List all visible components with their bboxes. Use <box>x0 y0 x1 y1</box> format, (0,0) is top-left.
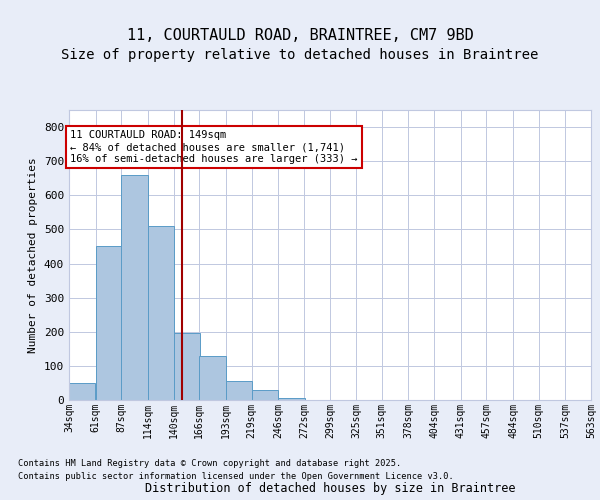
Bar <box>226 381 252 400</box>
Bar <box>251 390 278 400</box>
Bar <box>148 226 174 400</box>
Bar <box>95 246 122 400</box>
Text: Contains public sector information licensed under the Open Government Licence v3: Contains public sector information licen… <box>18 472 454 481</box>
Text: 11 COURTAULD ROAD: 149sqm
← 84% of detached houses are smaller (1,741)
16% of se: 11 COURTAULD ROAD: 149sqm ← 84% of detac… <box>70 130 358 164</box>
Bar <box>173 334 200 400</box>
Text: 11, COURTAULD ROAD, BRAINTREE, CM7 9BD: 11, COURTAULD ROAD, BRAINTREE, CM7 9BD <box>127 28 473 42</box>
Text: Distribution of detached houses by size in Braintree: Distribution of detached houses by size … <box>145 482 515 495</box>
Bar <box>199 356 226 400</box>
Bar <box>121 175 148 400</box>
Text: Contains HM Land Registry data © Crown copyright and database right 2025.: Contains HM Land Registry data © Crown c… <box>18 458 401 468</box>
Y-axis label: Number of detached properties: Number of detached properties <box>28 157 38 353</box>
Text: Size of property relative to detached houses in Braintree: Size of property relative to detached ho… <box>61 48 539 62</box>
Bar <box>69 383 95 400</box>
Bar <box>278 398 305 400</box>
